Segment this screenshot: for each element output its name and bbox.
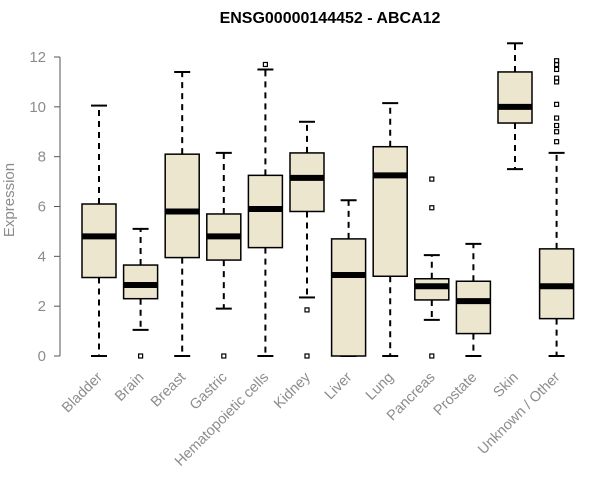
outlier-point: [553, 79, 560, 85]
y-tick-label: 12: [29, 49, 46, 66]
iqr-box: [330, 238, 367, 357]
box-hematopoietic-cells: [247, 61, 284, 357]
outlier-point: [553, 115, 560, 121]
box-breast: [164, 70, 200, 357]
iqr-box: [81, 203, 117, 279]
outlier-point: [553, 129, 560, 135]
box-gastric: [206, 151, 242, 359]
x-tick-label: Prostate: [431, 370, 480, 419]
box-series: [81, 42, 575, 359]
y-axis-label: Expression: [1, 163, 18, 237]
y-tick-label: 6: [38, 199, 46, 216]
outlier-point: [553, 61, 560, 68]
iqr-box: [164, 153, 200, 259]
outlier-point: [553, 122, 560, 129]
outlier-point: [429, 205, 435, 211]
x-tick-label: Lung: [363, 370, 397, 404]
iqr-box: [414, 278, 450, 301]
box-liver: [330, 199, 367, 357]
outlier-point: [429, 353, 435, 359]
box-prostate: [455, 242, 492, 357]
y-tick-label: 4: [38, 248, 46, 265]
outlier-point: [553, 66, 560, 73]
outlier-point: [553, 139, 560, 145]
y-tick-label: 8: [38, 149, 46, 166]
outlier-point: [429, 176, 435, 182]
box-brain: [122, 227, 159, 359]
y-tick-label: 10: [29, 99, 46, 116]
x-tick-label: Brain: [112, 370, 147, 405]
outlier-point: [553, 101, 560, 107]
x-tick-label: Kidney: [271, 369, 314, 412]
iqr-box: [289, 152, 325, 213]
y-axis-ticks: 0 2 4 6 8 10 12: [29, 49, 60, 365]
iqr-box: [497, 71, 533, 124]
x-tick-label: Liver: [322, 369, 356, 403]
x-tick-label: Bladder: [59, 369, 106, 416]
y-tick-label: 0: [38, 348, 46, 365]
box-pancreas: [414, 176, 450, 359]
iqr-box: [122, 264, 159, 300]
box-bladder: [81, 104, 117, 357]
chart-title: ENSG00000144452 - ABCA12: [220, 10, 441, 27]
box-skin: [497, 42, 533, 171]
outlier-point: [304, 353, 310, 359]
outlier-point: [138, 353, 144, 359]
outlier-point: [221, 353, 227, 359]
y-tick-label: 2: [38, 298, 46, 315]
box-kidney: [289, 120, 325, 359]
x-tick-label: Skin: [491, 370, 522, 401]
box-unknown-other: [538, 58, 575, 357]
iqr-box: [455, 280, 492, 335]
outlier-point: [304, 307, 310, 313]
outlier-point: [262, 61, 268, 68]
iqr-box: [372, 145, 408, 278]
box-lung: [372, 102, 408, 357]
x-tick-label: Breast: [148, 370, 189, 411]
